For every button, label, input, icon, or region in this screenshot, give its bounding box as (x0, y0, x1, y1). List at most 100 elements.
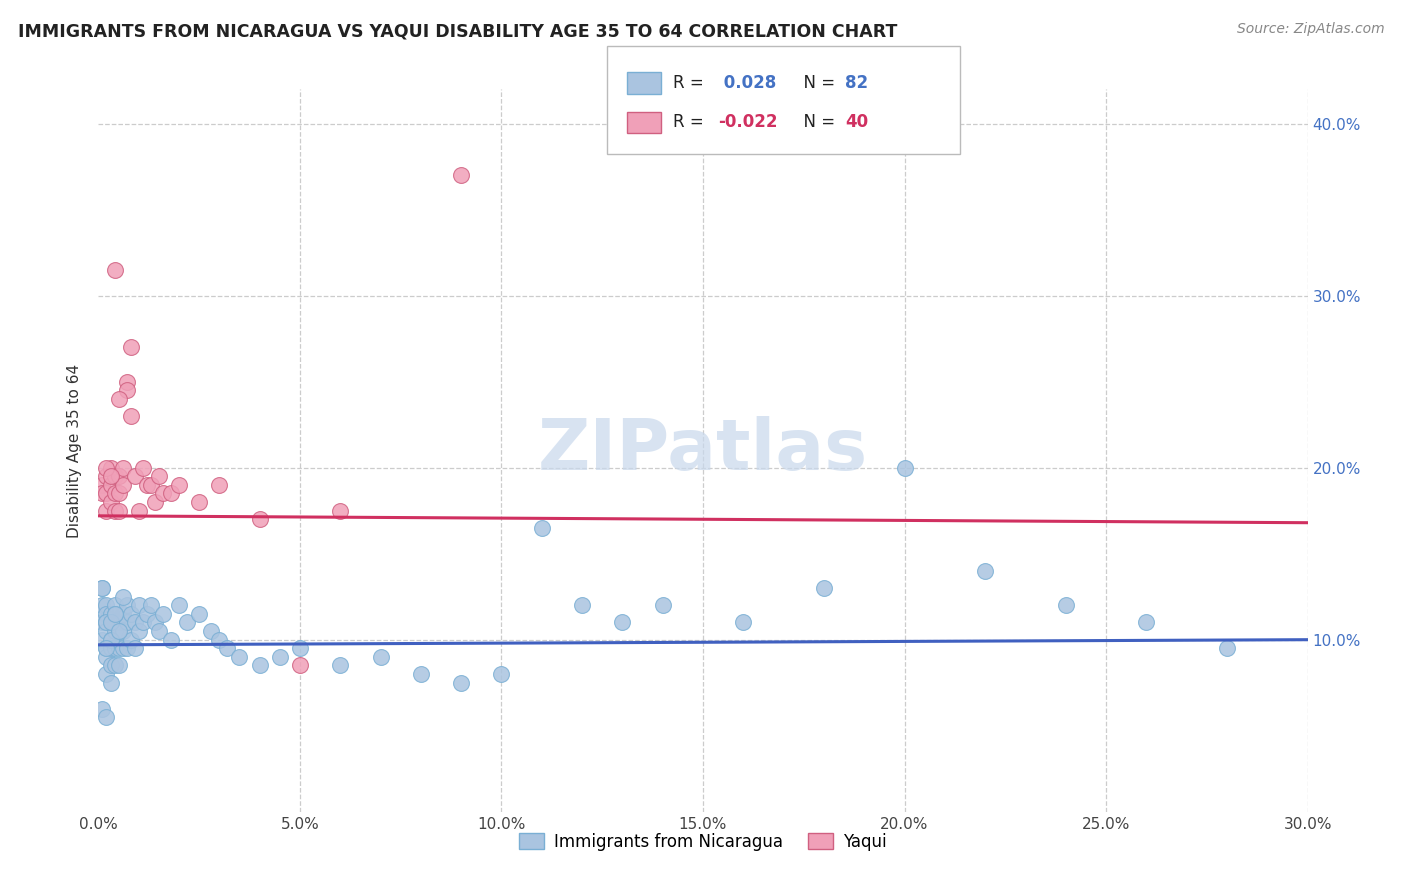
Point (91, 615, 114, 630)
Point (103, 615, 125, 630)
Point (450, 675, 472, 690)
Point (128, 624, 150, 639)
Point (135, 607, 157, 621)
Point (200, 624, 222, 639)
Text: 82: 82 (845, 74, 868, 92)
Point (100, 615, 122, 630)
Point (188, 607, 211, 621)
Point (91, 478, 114, 492)
Point (96, 599, 118, 613)
Point (103, 607, 125, 621)
Text: -0.022: -0.022 (718, 113, 778, 131)
Point (107, 624, 129, 639)
Point (132, 615, 155, 630)
Text: R =: R = (673, 113, 710, 131)
Point (188, 495, 211, 509)
Point (288, 641, 311, 656)
Point (269, 649, 291, 664)
Point (100, 641, 122, 656)
Point (167, 478, 190, 492)
Text: R =: R = (673, 74, 710, 92)
Legend: Immigrants from Nicaragua, Yaqui: Immigrants from Nicaragua, Yaqui (513, 826, 893, 857)
Text: 40: 40 (845, 113, 868, 131)
Point (100, 632, 122, 647)
Point (103, 607, 125, 621)
Point (167, 599, 190, 613)
Point (139, 478, 162, 492)
Point (228, 649, 250, 664)
Point (107, 615, 129, 630)
Point (107, 503, 129, 517)
Point (91, 581, 114, 595)
Point (612, 615, 634, 630)
Point (217, 641, 239, 656)
Point (128, 503, 150, 517)
Point (139, 599, 162, 613)
Point (288, 658, 311, 673)
Text: 0.028: 0.028 (718, 74, 776, 92)
Point (100, 495, 122, 509)
Point (1216, 641, 1239, 656)
Point (115, 641, 138, 656)
Point (103, 486, 125, 500)
Point (96, 469, 118, 483)
Point (100, 460, 122, 475)
Point (100, 607, 122, 621)
Point (91, 599, 114, 613)
Point (91, 581, 114, 595)
Point (143, 615, 166, 630)
Point (96, 710, 118, 724)
Point (148, 469, 170, 483)
Point (107, 486, 129, 500)
Point (107, 658, 129, 673)
Point (249, 512, 271, 526)
Point (96, 624, 118, 639)
Point (103, 641, 125, 656)
Point (124, 641, 146, 656)
Point (103, 658, 125, 673)
Point (115, 384, 138, 398)
Text: Source: ZipAtlas.com: Source: ZipAtlas.com (1237, 22, 1385, 37)
Point (571, 599, 593, 613)
Point (370, 649, 392, 664)
Point (160, 486, 183, 500)
Point (96, 615, 118, 630)
Point (96, 486, 118, 500)
Point (148, 624, 170, 639)
Point (329, 658, 352, 673)
Point (103, 262, 125, 277)
Point (152, 607, 174, 621)
Point (96, 607, 118, 621)
Point (107, 624, 129, 639)
Point (100, 632, 122, 647)
Point (115, 599, 138, 613)
Point (176, 615, 198, 630)
Point (1054, 599, 1077, 613)
Point (120, 607, 142, 621)
Point (91, 632, 114, 647)
Point (111, 478, 134, 492)
Point (100, 469, 122, 483)
Point (135, 478, 157, 492)
Point (96, 503, 118, 517)
Point (491, 667, 513, 681)
Point (96, 641, 118, 656)
Point (100, 478, 122, 492)
Point (111, 460, 134, 475)
Text: IMMIGRANTS FROM NICARAGUA VS YAQUI DISABILITY AGE 35 TO 64 CORRELATION CHART: IMMIGRANTS FROM NICARAGUA VS YAQUI DISAB… (18, 22, 897, 40)
Point (152, 486, 174, 500)
Point (103, 469, 125, 483)
Point (208, 632, 231, 647)
Point (103, 503, 125, 517)
Text: N =: N = (793, 74, 841, 92)
Point (974, 564, 997, 578)
Point (100, 675, 122, 690)
Point (96, 649, 118, 664)
Point (111, 590, 134, 604)
Point (107, 469, 129, 483)
Point (249, 658, 271, 673)
Point (107, 392, 129, 406)
Point (530, 521, 553, 535)
Point (103, 624, 125, 639)
Point (651, 599, 673, 613)
